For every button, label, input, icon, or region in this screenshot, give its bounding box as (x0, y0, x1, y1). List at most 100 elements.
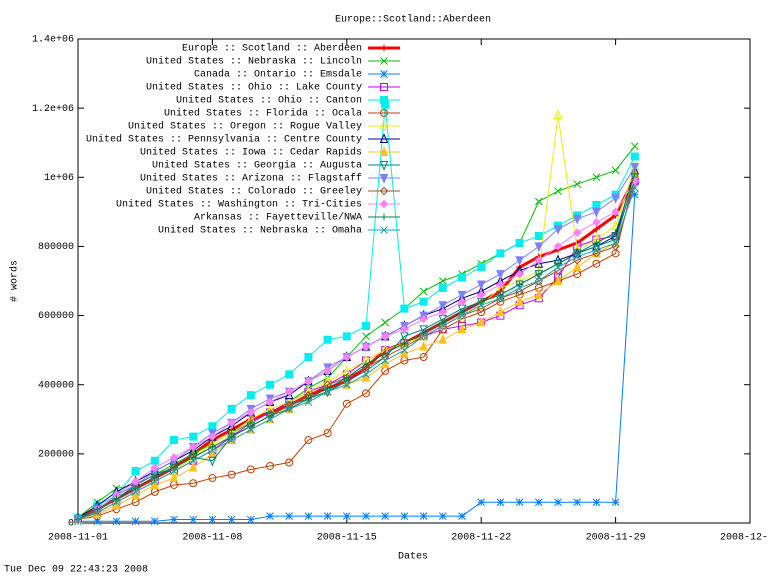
data-point (131, 498, 140, 507)
data-point (516, 280, 524, 288)
x-axis-label: Dates (398, 552, 428, 563)
data-point (611, 498, 620, 507)
data-point (553, 242, 563, 251)
legend-marker (379, 146, 389, 156)
data-point (150, 463, 160, 472)
data-point (458, 308, 466, 316)
data-point (400, 356, 409, 365)
data-point (304, 436, 313, 445)
data-point (419, 325, 428, 336)
data-point (131, 489, 140, 500)
data-point (169, 472, 179, 483)
y-tick-label: 800000 (38, 242, 74, 253)
footer: Tue Dec 09 22:43:23 2008 (4, 565, 148, 576)
data-point (611, 239, 620, 247)
data-point (189, 515, 198, 524)
data-point (227, 470, 236, 479)
legend-marker (380, 226, 388, 234)
legend-label: Europe :: Scotland :: Aberdeen (182, 43, 362, 55)
data-point (284, 387, 294, 396)
legend-label: United States :: Nebraska :: Lincoln (146, 56, 362, 68)
data-point (592, 173, 601, 182)
data-point (611, 166, 620, 175)
data-point (631, 170, 639, 178)
data-point (131, 517, 140, 526)
data-point (553, 225, 563, 235)
data-point (496, 280, 505, 289)
data-point (150, 479, 160, 489)
legend-label: United States :: Nebraska :: Omaha (158, 225, 362, 237)
data-point (534, 277, 543, 285)
data-point (362, 321, 370, 330)
data-point (170, 480, 179, 489)
data-point (438, 277, 447, 285)
legend-marker (380, 70, 388, 78)
data-point (189, 453, 197, 461)
data-point (515, 498, 524, 507)
data-point (93, 508, 102, 517)
data-point (342, 399, 351, 408)
data-point (381, 318, 390, 327)
legend-label: United States :: Georgia :: Augusta (152, 160, 362, 172)
data-point (457, 290, 467, 301)
data-point (246, 391, 255, 400)
data-point (438, 307, 448, 317)
legend-label: United States :: Ohio :: Lake County (146, 82, 362, 94)
data-point (227, 418, 236, 427)
data-point (630, 162, 640, 173)
legend-label: United States :: Colorado :: Greeley (146, 186, 362, 198)
data-point (457, 323, 467, 334)
legend-label: United States :: Ohio :: Canton (176, 95, 362, 107)
data-point (515, 269, 524, 279)
data-point (247, 422, 255, 430)
data-point (592, 239, 600, 247)
y-tick-label: 1e+06 (44, 173, 74, 184)
data-point (458, 311, 466, 320)
x-tick-label: 2008-12-06 (720, 533, 768, 544)
y-tick-label: 0 (68, 519, 74, 530)
y-tick-label: 400000 (38, 380, 74, 391)
data-point (457, 297, 467, 306)
data-point (592, 207, 601, 218)
data-point (534, 242, 544, 253)
data-point (534, 256, 544, 265)
data-point (573, 180, 582, 189)
legend-label: Canada :: Ontario :: Emsdale (194, 69, 362, 81)
data-point (515, 238, 524, 247)
data-point (323, 512, 332, 520)
x-tick-label: 2008-11-29 (586, 533, 646, 544)
data-point (592, 200, 601, 209)
data-point (515, 256, 524, 267)
data-point (227, 420, 236, 431)
series-line (77, 180, 636, 520)
data-point (630, 183, 639, 192)
data-point (150, 517, 159, 526)
legend-marker (379, 120, 389, 130)
data-point (208, 432, 217, 441)
data-point (381, 512, 390, 520)
data-point (400, 325, 409, 334)
data-point (246, 425, 255, 434)
data-point (266, 461, 275, 470)
data-point (572, 228, 582, 237)
data-point (227, 515, 236, 524)
data-point (553, 109, 563, 120)
x-tick-label: 2008-11-15 (317, 533, 377, 544)
data-point (496, 270, 505, 280)
data-point (169, 453, 179, 462)
data-point (323, 387, 332, 396)
data-point (420, 329, 428, 337)
data-point (380, 358, 390, 368)
data-point (535, 270, 543, 278)
data-point (400, 346, 409, 354)
data-point (438, 512, 447, 520)
legend-marker (380, 83, 388, 91)
data-point (170, 464, 178, 472)
data-point (400, 512, 409, 520)
data-point (572, 261, 582, 272)
data-point (246, 465, 255, 474)
data-point (496, 249, 505, 258)
data-point (362, 332, 370, 341)
data-point (189, 456, 198, 465)
legend-marker (380, 44, 388, 52)
